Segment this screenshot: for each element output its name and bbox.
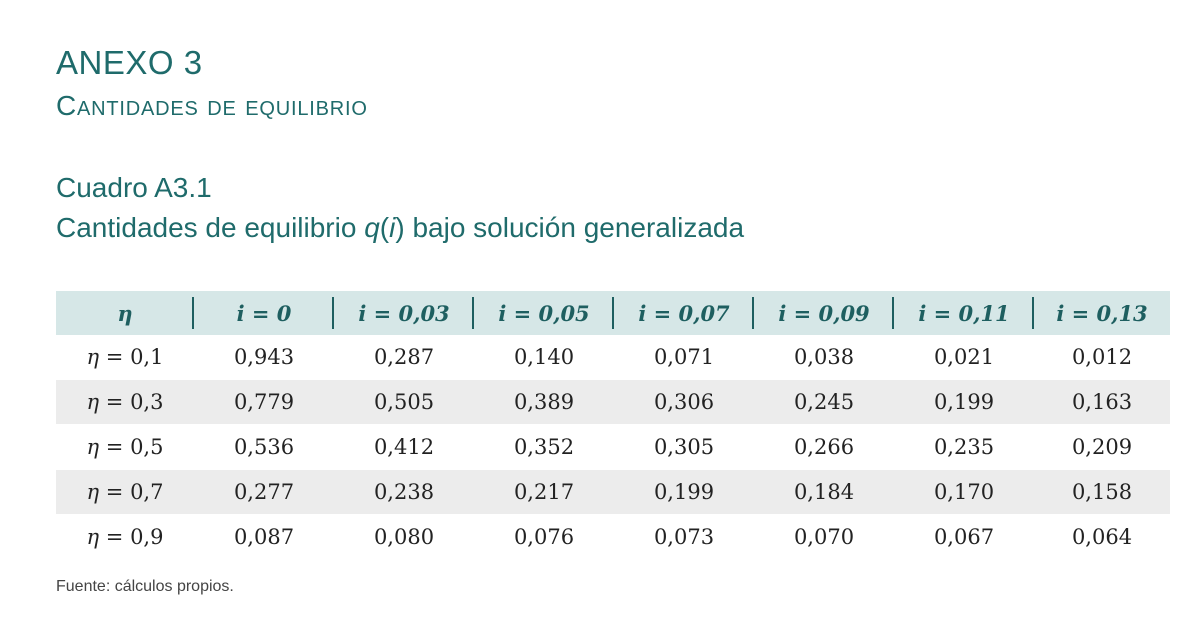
table-cell: 0,352 <box>513 435 575 459</box>
table-cell: 0,389 <box>474 379 614 425</box>
table-cell: 0,209 <box>1071 435 1133 459</box>
table-cell: 0,943 <box>233 345 295 369</box>
table-cell: 0,021 <box>933 345 995 369</box>
row-eta-value: = 0,1 <box>99 345 164 369</box>
table-cell: 0,170 <box>894 469 1034 515</box>
table-cell: 0,070 <box>793 525 855 549</box>
table-cell: 0,199 <box>614 469 754 515</box>
table-cell: 0,067 <box>933 525 995 549</box>
table-cell: 0,217 <box>474 469 614 515</box>
equilibrium-table: η i = 0 i = 0,03 i = 0,05 i = 0,07 i = 0,09 i … <box>56 291 1170 560</box>
header-eta: η <box>56 291 194 335</box>
header-divider <box>192 297 194 329</box>
header-eta-label: η <box>117 300 133 326</box>
table-cell: 0,245 <box>754 379 894 425</box>
table-cell: 0,158 <box>1034 469 1170 515</box>
row-eta-value: = 0,3 <box>99 390 164 414</box>
header-col-3: i = 0,07 <box>614 291 754 335</box>
row-header: η = 0,1 <box>56 335 194 380</box>
table-caption: Cantidades de equilibrio q(i) bajo soluc… <box>56 212 744 244</box>
table-row: η = 0,5 0,536 0,412 0,352 0,305 0,266 0,235 0,2… <box>56 425 1170 470</box>
table-row: η = 0,9 0,087 0,080 0,076 0,073 0,070 0,067 0,0… <box>56 515 1170 560</box>
table-cell: 0,266 <box>793 435 855 459</box>
table-cell: 0,064 <box>1071 525 1133 549</box>
caption-suffix: bajo solución generalizada <box>404 212 745 243</box>
header-col-1-label: i = 0,03 <box>358 300 450 326</box>
header-col-5: i = 0,11 <box>894 291 1034 335</box>
table-cell: 0,412 <box>373 435 435 459</box>
table-cell: 0,038 <box>793 345 855 369</box>
table-cell: 0,199 <box>894 379 1034 425</box>
table-cell: 0,238 <box>334 469 474 515</box>
table-cell: 0,140 <box>513 345 575 369</box>
table-cell: 0,287 <box>373 345 435 369</box>
header-col-6-label: i = 0,13 <box>1056 300 1148 326</box>
row-eta-symbol: η <box>86 345 100 369</box>
annex-title: ANEXO 3 <box>56 44 203 81</box>
header-divider <box>1032 297 1034 329</box>
table-cell: 0,184 <box>754 469 894 515</box>
header-col-2: i = 0,05 <box>474 291 614 335</box>
header-col-1: i = 0,03 <box>334 291 474 335</box>
header-col-5-label: i = 0,11 <box>918 300 1010 326</box>
row-header: η = 0,5 <box>56 425 194 470</box>
caption-paren-close: ) <box>395 212 405 243</box>
row-header: η = 0,9 <box>56 515 194 560</box>
table-cell: 0,076 <box>513 525 575 549</box>
row-header: η = 0,7 <box>56 469 194 515</box>
row-eta-symbol: η <box>86 525 100 549</box>
caption-prefix: Cantidades de equilibrio <box>56 212 365 243</box>
header-col-3-label: i = 0,07 <box>638 300 730 326</box>
table-cell: 0,277 <box>194 469 334 515</box>
header-col-4: i = 0,09 <box>754 291 894 335</box>
table-cell: 0,536 <box>233 435 295 459</box>
row-eta-symbol: η <box>86 390 100 414</box>
table-cell: 0,073 <box>653 525 715 549</box>
row-eta-value: = 0,5 <box>99 435 164 459</box>
table-label: Cuadro A3.1 <box>56 172 212 203</box>
annex-subtitle: Cantidades de equilibrio <box>56 90 368 121</box>
table-cell: 0,505 <box>334 379 474 425</box>
table-cell: 0,235 <box>933 435 995 459</box>
header-divider <box>612 297 614 329</box>
header-divider <box>892 297 894 329</box>
table-cell: 0,779 <box>194 379 334 425</box>
header-divider <box>752 297 754 329</box>
table-body: η = 0,1 0,943 0,287 0,140 0,071 0,038 0,021 0,0… <box>56 335 1170 560</box>
table-cell: 0,012 <box>1071 345 1133 369</box>
table-cell: 0,163 <box>1034 379 1170 425</box>
caption-i: i <box>389 212 396 243</box>
header-divider <box>472 297 474 329</box>
table-row: η = 0,7 0,277 0,238 0,217 0,199 0,184 0,170 0,1… <box>56 469 1170 515</box>
table-cell: 0,071 <box>653 345 715 369</box>
table-row: η = 0,3 0,779 0,505 0,389 0,306 0,245 0,199 0,1… <box>56 379 1170 425</box>
header-divider <box>332 297 334 329</box>
row-eta-value: = 0,9 <box>99 525 164 549</box>
row-eta-value: = 0,7 <box>99 480 164 504</box>
table-cell: 0,087 <box>233 525 295 549</box>
table-cell: 0,306 <box>614 379 754 425</box>
source-note: Fuente: cálculos propios. <box>56 578 234 595</box>
row-header: η = 0,3 <box>56 379 194 425</box>
header-col-0-label: i = 0 <box>236 300 292 326</box>
row-eta-symbol: η <box>86 480 100 504</box>
caption-paren-open: ( <box>379 212 390 243</box>
row-eta-symbol: η <box>86 435 100 459</box>
header-col-6: i = 0,13 <box>1034 291 1170 335</box>
header-col-2-label: i = 0,05 <box>498 300 590 326</box>
caption-q: q <box>364 212 380 243</box>
table-cell: 0,305 <box>653 435 715 459</box>
table-row: η = 0,1 0,943 0,287 0,140 0,071 0,038 0,021 0,0… <box>56 335 1170 380</box>
header-col-0: i = 0 <box>194 291 334 335</box>
table-cell: 0,080 <box>373 525 435 549</box>
table-header-row: η i = 0 i = 0,03 i = 0,05 i = 0,07 i = 0,09 i … <box>56 291 1170 335</box>
header-col-4-label: i = 0,09 <box>778 300 870 326</box>
